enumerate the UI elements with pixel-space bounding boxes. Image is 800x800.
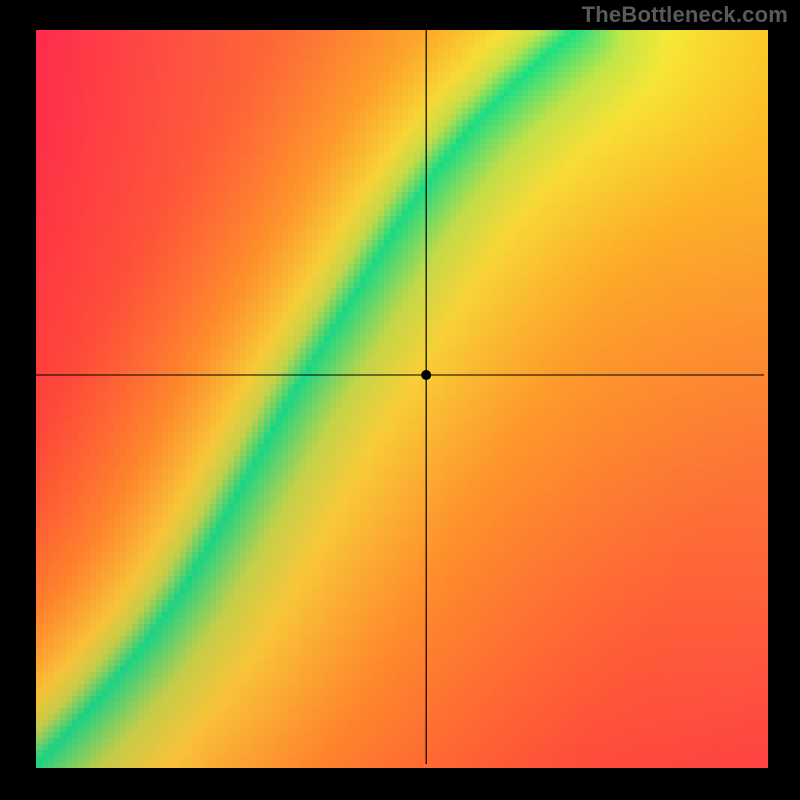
chart-container: TheBottleneck.com [0, 0, 800, 800]
overlay-canvas [0, 0, 800, 800]
watermark-text: TheBottleneck.com [582, 2, 788, 28]
